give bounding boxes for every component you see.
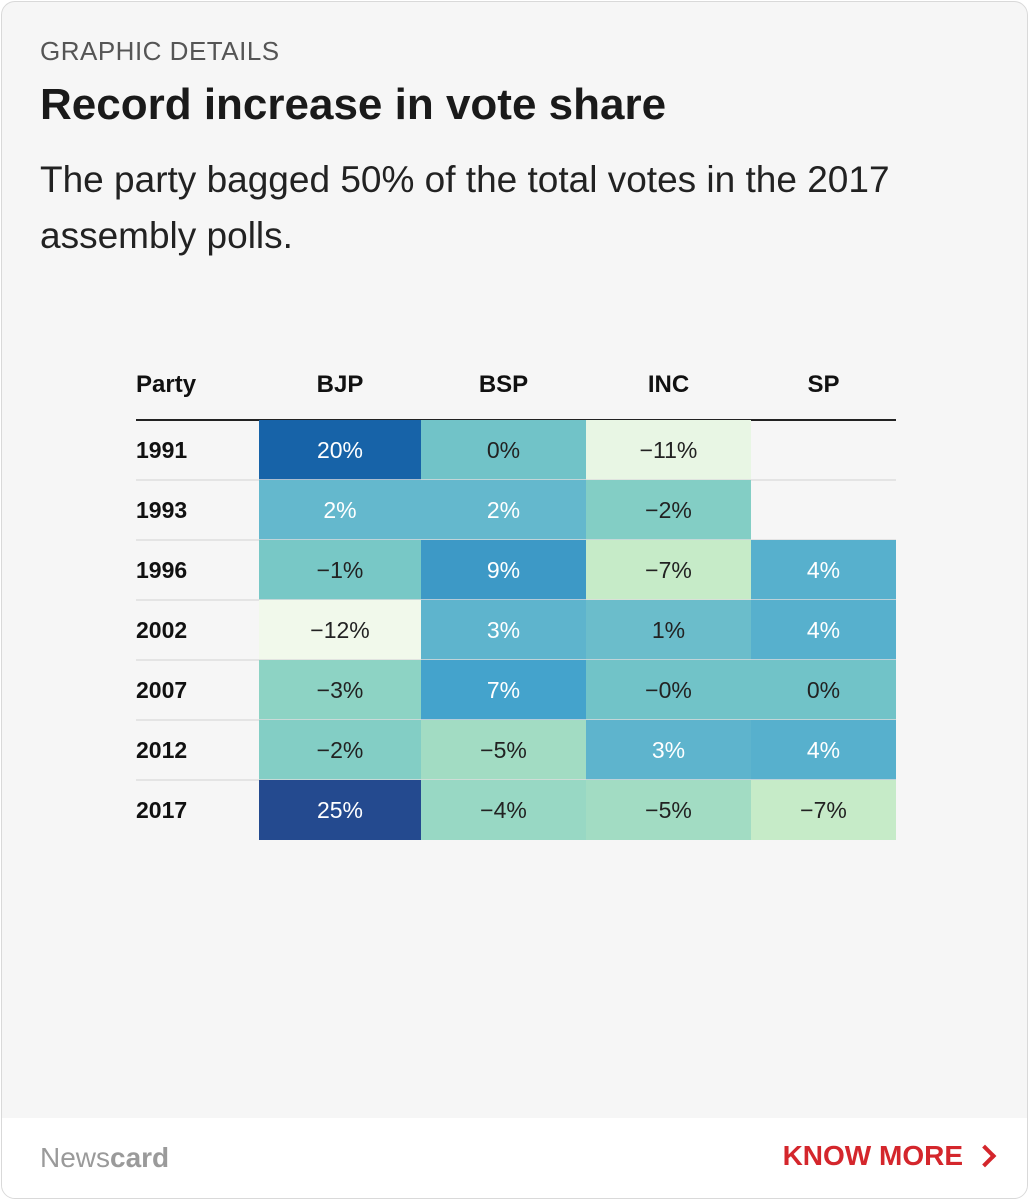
cell-value-label: −11%	[640, 437, 698, 463]
heatmap-cell	[259, 720, 421, 780]
chart-subtitle: The party bagged 50% of the total votes …	[40, 159, 890, 256]
know-more-label: KNOW MORE	[782, 1140, 963, 1171]
cell-value-label: −12%	[310, 617, 369, 643]
cell-value-label: −5%	[480, 737, 527, 763]
heatmap-cell	[586, 600, 751, 660]
heatmap-cell	[751, 540, 896, 600]
cell-value-label: 20%	[317, 437, 363, 463]
heatmap-cell	[259, 660, 421, 720]
cell-value-label: −1%	[317, 557, 364, 583]
column-header-inc: INC	[648, 371, 689, 398]
cell-value-label: 7%	[487, 677, 520, 703]
cell-value-label: 4%	[807, 737, 840, 763]
cell-value-label: −7%	[645, 557, 692, 583]
heatmap-cell	[751, 780, 896, 840]
row-header-label: Party	[136, 371, 197, 398]
section-eyebrow: GRAPHIC DETAILS	[40, 36, 280, 66]
row-label-2017: 2017	[136, 797, 187, 823]
heatmap-cell	[421, 600, 586, 660]
row-label-2007: 2007	[136, 677, 187, 703]
chart-title: Record increase in vote share	[40, 80, 667, 129]
cell-value-label: 0%	[487, 437, 520, 463]
cell-value-label: 3%	[652, 737, 685, 763]
heatmap-cell	[421, 660, 586, 720]
row-label-2002: 2002	[136, 617, 187, 643]
cell-value-label: −5%	[645, 797, 692, 823]
heatmap-cell	[586, 780, 751, 840]
heatmap-cell	[259, 480, 421, 540]
heatmap-cell	[586, 480, 751, 540]
heatmap-cell	[421, 720, 586, 780]
cell-value-label: −4%	[480, 797, 527, 823]
heatmap-cell	[259, 540, 421, 600]
heatmap-cell	[421, 540, 586, 600]
heatmap-cell	[751, 600, 896, 660]
row-label-1996: 1996	[136, 557, 187, 583]
cell-value-label: −3%	[317, 677, 364, 703]
chevron-right-icon	[973, 1144, 997, 1168]
heatmap-cell	[421, 480, 586, 540]
cell-value-label: 4%	[807, 617, 840, 643]
column-header-bjp: BJP	[317, 371, 364, 398]
cell-value-label: 3%	[487, 617, 520, 643]
heatmap-svg: Party BJP BSP INC SP 1991 20% 0% −11% 1993 2% 2% −2%…	[136, 371, 896, 840]
heatmap-cell	[751, 720, 896, 780]
cell-value-label: 4%	[807, 557, 840, 583]
heatmap-cell	[586, 540, 751, 600]
cell-value-label: 1%	[652, 617, 685, 643]
brand-logo-bold: card	[110, 1142, 170, 1173]
row-label-2012: 2012	[136, 737, 187, 763]
cell-value-label: −2%	[317, 737, 364, 763]
heatmap-cell	[586, 720, 751, 780]
cell-value-label: 9%	[487, 557, 520, 583]
heatmap-cell	[586, 660, 751, 720]
cell-value-label: 2%	[487, 497, 520, 523]
cell-value-label: −2%	[645, 497, 692, 523]
card-footer: Newscard KNOW MORE	[2, 1118, 1027, 1198]
cell-value-label: −0%	[645, 677, 692, 703]
brand-logo: Newscard	[40, 1142, 169, 1174]
heatmap-cell	[421, 420, 586, 480]
heatmap-cell	[259, 780, 421, 840]
brand-logo-light: News	[40, 1142, 111, 1173]
heatmap-cell	[751, 660, 896, 720]
cell-value-label: 25%	[317, 797, 363, 823]
column-header-bsp: BSP	[479, 371, 528, 398]
row-label-1991: 1991	[136, 437, 187, 463]
cell-value-label: −7%	[800, 797, 847, 823]
cell-value-label: 0%	[807, 677, 840, 703]
heatmap-cell	[586, 420, 751, 480]
heatmap-cell	[421, 780, 586, 840]
row-label-1993: 1993	[136, 497, 187, 523]
vote-share-table: Party BJP BSP INC SP 1991 20% 0% −11% 1993 2% 2% −2%…	[136, 364, 896, 840]
heatmap-cell	[259, 420, 421, 480]
heatmap-cell	[259, 600, 421, 660]
know-more-link[interactable]: KNOW MORE	[782, 1140, 997, 1172]
cell-value-label: 2%	[323, 497, 356, 523]
column-header-sp: SP	[807, 371, 839, 398]
